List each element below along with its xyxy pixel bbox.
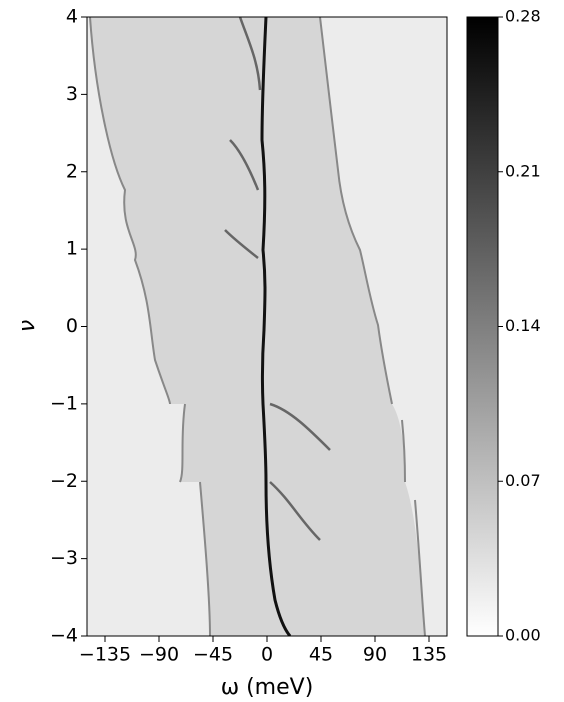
colorbar-tick-label: 0.21 — [505, 161, 541, 180]
y-tick-label: 2 — [66, 160, 78, 182]
y-tick-label: −2 — [50, 470, 78, 492]
x-tick-label: 90 — [363, 644, 387, 666]
y-tick-label: 4 — [66, 6, 78, 28]
x-axis-label: ω (meV) — [221, 675, 314, 700]
y-tick-label: 1 — [66, 238, 78, 260]
colorbar-axis: 0.00 0.07 0.14 0.21 0.28 — [498, 7, 541, 645]
y-tick-label: −3 — [50, 547, 78, 569]
colorbar-tick-label: 0.14 — [505, 316, 541, 335]
colorbar-tick-label: 0.28 — [505, 7, 541, 26]
x-tick-label: 135 — [411, 644, 447, 666]
colorbar-tick-label: 0.00 — [505, 626, 541, 645]
x-tick-label: −45 — [193, 644, 233, 666]
x-tick-label: 45 — [309, 644, 333, 666]
x-tick-label: 0 — [261, 644, 273, 666]
x-tick-label: −135 — [79, 644, 131, 666]
heatmap-image — [87, 17, 447, 636]
y-tick-label: 0 — [66, 315, 78, 337]
y-axis-label: ν — [15, 320, 40, 332]
y-tick-label: 3 — [66, 83, 78, 105]
colorbar — [467, 17, 498, 636]
y-tick-label: −1 — [50, 392, 78, 414]
y-tick-label: −4 — [50, 625, 78, 647]
colorbar-tick-label: 0.07 — [505, 471, 541, 490]
x-tick-label: −90 — [139, 644, 179, 666]
chart: ω (meV) ν −135 −90 −45 0 45 90 135 −4 −3 −2 −1 0 1 2 3… — [0, 0, 564, 702]
